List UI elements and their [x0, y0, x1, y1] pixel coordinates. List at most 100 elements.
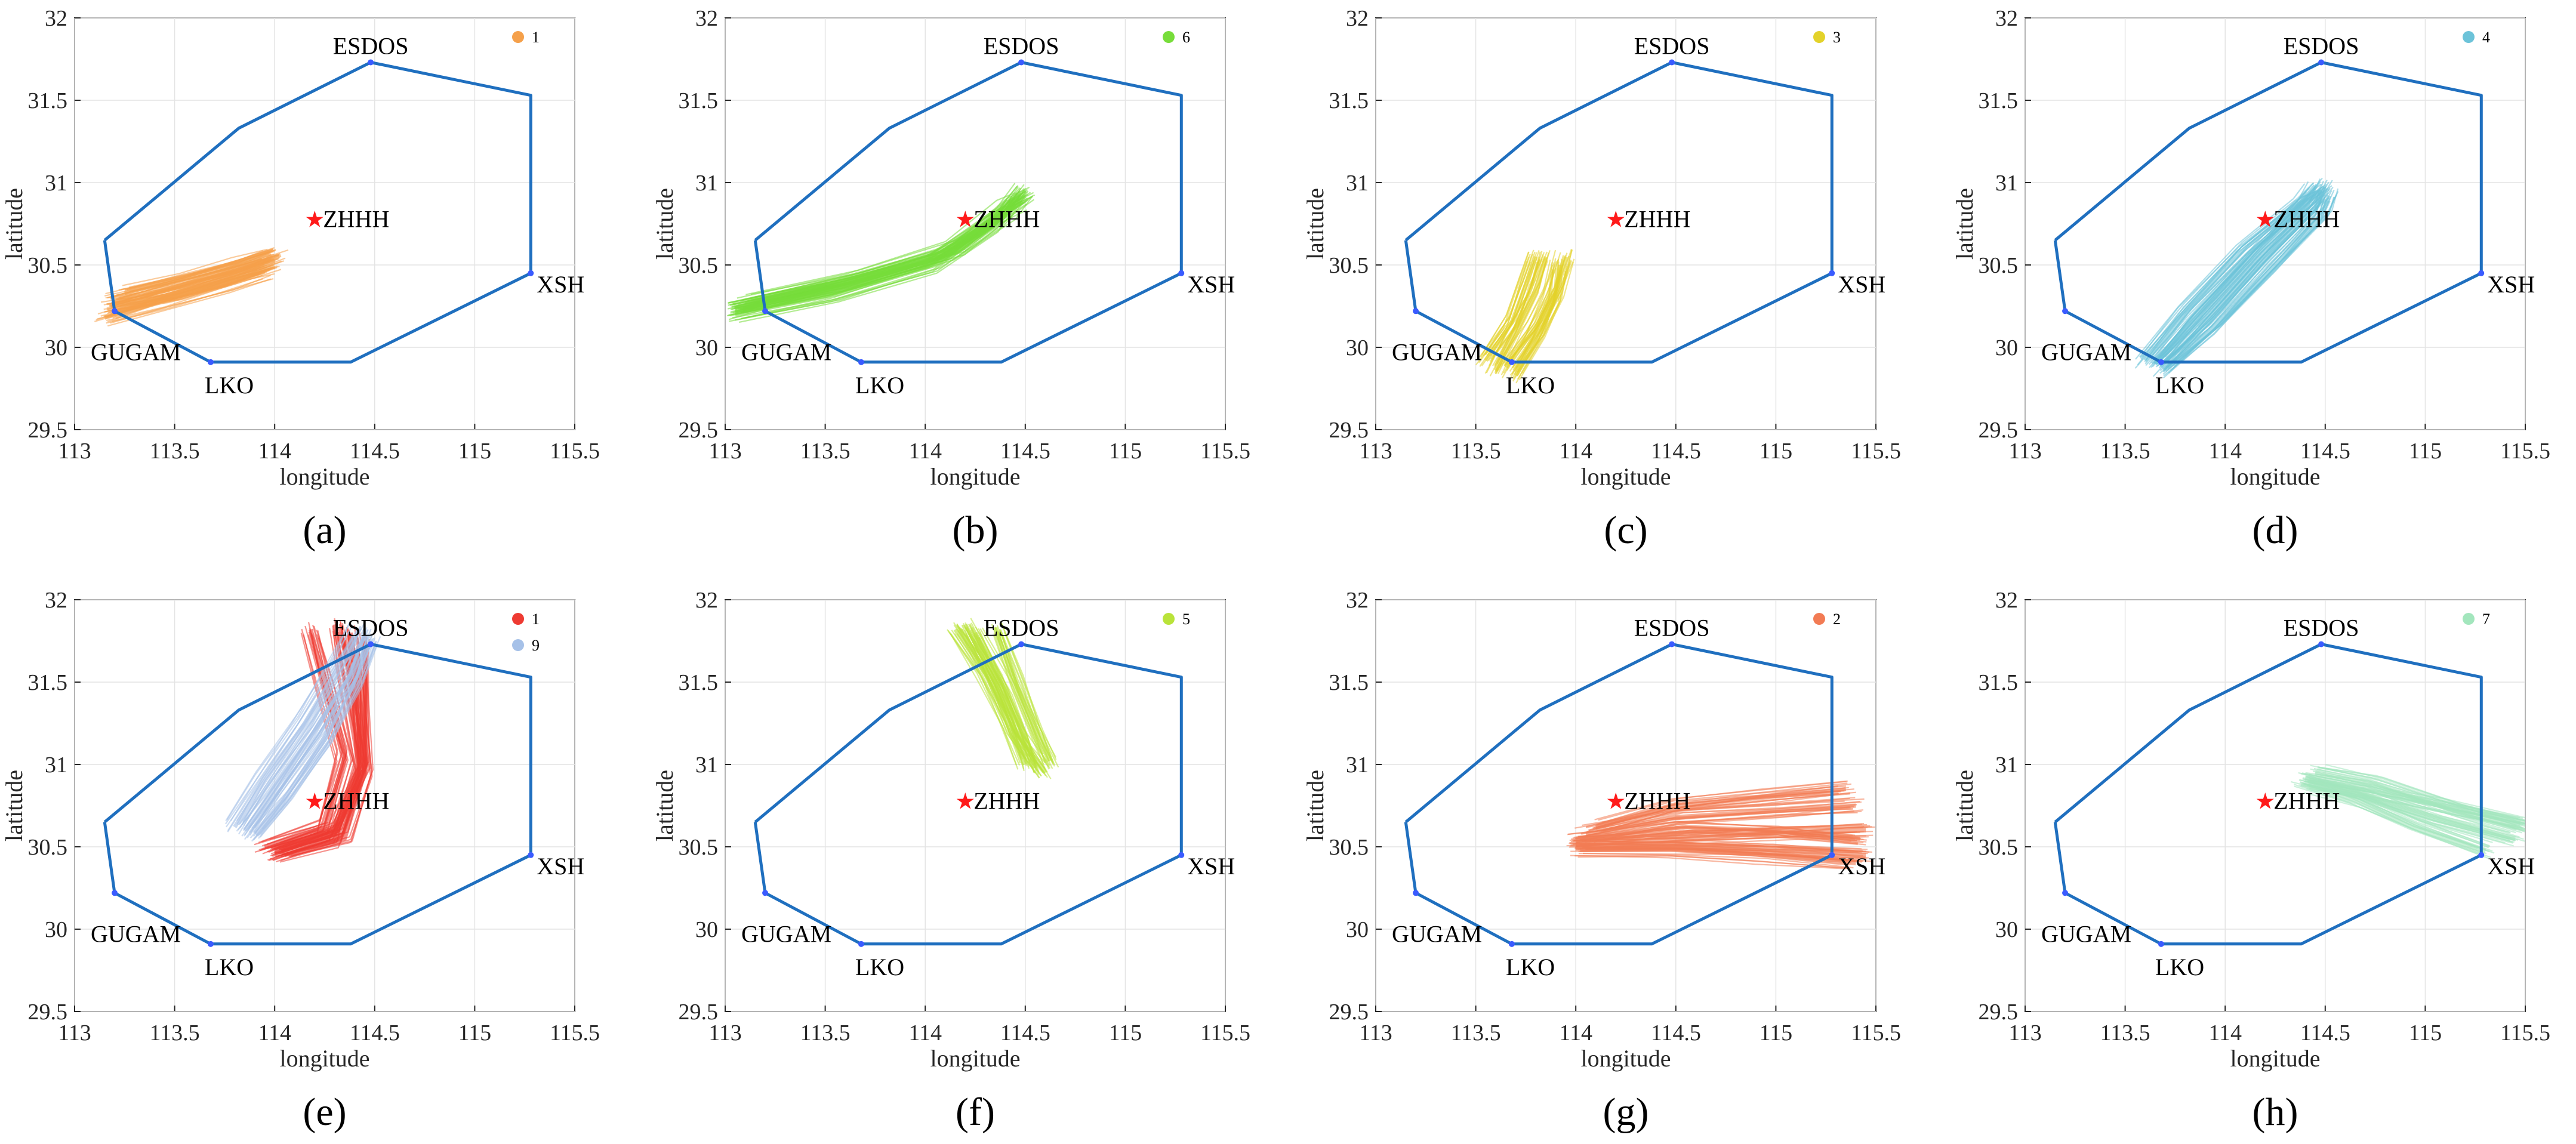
y-tick-label: 31.5 — [1329, 88, 1369, 113]
y-tick-label: 31.5 — [679, 88, 719, 113]
trajectory-core — [1484, 256, 1538, 362]
y-tick-label: 32 — [695, 588, 718, 613]
y-tick-label: 30.5 — [679, 835, 719, 860]
series-5-trajectories — [946, 618, 1059, 779]
waypoint-label-esdos: ESDOS — [2284, 33, 2359, 60]
waypoint-marker-lko — [858, 359, 864, 365]
x-tick-label: 113.5 — [1451, 1020, 1501, 1046]
waypoint-label-xsh: XSH — [1187, 853, 1235, 880]
airport-star-icon: ★ — [955, 790, 975, 815]
series-1-trajectories — [94, 247, 289, 327]
y-tick-label: 30 — [1995, 917, 2018, 942]
waypoint-marker-esdos — [2318, 641, 2325, 647]
y-tick-label: 30.5 — [28, 253, 68, 278]
waypoint-label-lko: LKO — [205, 954, 254, 980]
y-tick-label: 29.5 — [1979, 418, 2019, 443]
waypoint-label-lko: LKO — [2155, 954, 2204, 980]
y-tick-label: 31 — [1346, 171, 1369, 196]
trajectory-core — [233, 628, 361, 828]
y-tick-label: 29.5 — [1979, 1000, 2019, 1025]
y-tick-label: 30.5 — [1979, 835, 2019, 860]
waypoint-label-gugam: GUGAM — [91, 920, 181, 947]
legend-marker — [2463, 613, 2475, 625]
chart-panel-h: 113 113.5 114 114.5 115 115.5 29.5 30 30.5 31 31.5… — [1951, 588, 2550, 1134]
trajectory-line — [2307, 779, 2520, 838]
x-tick-label: 113 — [58, 1020, 91, 1046]
trajectory-line — [1000, 622, 1057, 760]
x-tick-label: 113 — [58, 439, 91, 464]
x-tick-label: 114 — [1559, 1020, 1592, 1046]
x-tick-label: 113.5 — [150, 1020, 200, 1046]
trajectory-line — [258, 643, 377, 836]
airport-label: ZHHH — [1624, 206, 1690, 233]
trajectory-core — [1575, 825, 1860, 841]
waypoint-label-lko: LKO — [1506, 954, 1555, 980]
x-tick-label: 115 — [1760, 439, 1793, 464]
legend-label: 3 — [1833, 29, 1841, 46]
waypoint-marker-xsh — [1178, 270, 1185, 276]
waypoint-marker-xsh — [1178, 852, 1185, 858]
waypoint-marker-esdos — [1018, 641, 1025, 647]
trajectory-core — [734, 201, 1022, 313]
y-tick-label: 31.5 — [679, 670, 719, 695]
y-tick-label: 29.5 — [1329, 418, 1369, 443]
airport-star-icon: ★ — [1606, 208, 1626, 233]
trajectory-core — [264, 628, 347, 849]
waypoint-label-lko: LKO — [205, 372, 254, 399]
x-tick-label: 113.5 — [800, 439, 851, 464]
y-tick-label: 30.5 — [679, 253, 719, 278]
y-axis-label: latitude — [1302, 770, 1329, 841]
waypoint-marker-xsh — [2478, 852, 2485, 858]
airport-label: ZHHH — [973, 206, 1040, 233]
trajectory-line — [1506, 262, 1553, 371]
y-axis-label: latitude — [1, 188, 27, 260]
trajectory-core — [110, 264, 276, 309]
trajectory-line — [1522, 266, 1567, 374]
series-2-trajectories — [1566, 780, 1875, 869]
y-axis-label: latitude — [651, 188, 678, 260]
x-tick-label: 115 — [2409, 1020, 2442, 1046]
waypoint-marker-esdos — [1669, 59, 1675, 66]
x-tick-label: 115 — [458, 1020, 492, 1046]
x-axis-label: longitude — [930, 463, 1020, 490]
x-tick-label: 115.5 — [2500, 1020, 2550, 1046]
x-tick-label: 114.5 — [350, 439, 400, 464]
waypoint-marker-lko — [858, 941, 864, 947]
waypoint-label-xsh: XSH — [537, 271, 584, 298]
legend-marker — [1813, 613, 1825, 625]
trajectory-core — [1585, 803, 1856, 836]
x-axis-label: longitude — [1580, 463, 1671, 490]
trajectory-line — [103, 266, 267, 306]
airport-star-icon: ★ — [1606, 790, 1626, 815]
trajectory-line — [238, 636, 365, 835]
waypoint-marker-lko — [2158, 359, 2164, 365]
y-tick-label: 30 — [1995, 335, 2018, 360]
waypoint-marker-esdos — [368, 641, 374, 647]
airport-label: ZHHH — [973, 788, 1040, 815]
waypoint-marker-lko — [207, 359, 214, 365]
y-tick-label: 30 — [45, 917, 67, 942]
y-tick-label: 31 — [695, 171, 718, 196]
y-tick-label: 29.5 — [679, 1000, 719, 1025]
y-tick-label: 30.5 — [1329, 253, 1369, 278]
x-tick-label: 114 — [258, 439, 291, 464]
x-tick-label: 113.5 — [1451, 439, 1501, 464]
waypoint-label-esdos: ESDOS — [2284, 615, 2359, 642]
y-tick-label: 32 — [1995, 6, 2018, 31]
waypoint-marker-gugam — [762, 308, 769, 314]
y-tick-label: 31.5 — [1329, 670, 1369, 695]
trajectory-line — [946, 629, 1021, 764]
legend-marker — [1163, 31, 1175, 43]
trajectory-line — [107, 261, 270, 305]
y-tick-label: 29.5 — [28, 418, 68, 443]
panel-caption: (f) — [956, 1090, 995, 1134]
series-4-trajectories — [2134, 177, 2339, 379]
waypoint-label-xsh: XSH — [1187, 271, 1235, 298]
trajectory-line — [104, 269, 268, 313]
y-tick-label: 30 — [695, 335, 718, 360]
trajectory-line — [107, 278, 272, 327]
trajectory-core — [953, 628, 1028, 766]
waypoint-marker-gugam — [762, 890, 769, 896]
legend-label: 1 — [532, 610, 540, 628]
